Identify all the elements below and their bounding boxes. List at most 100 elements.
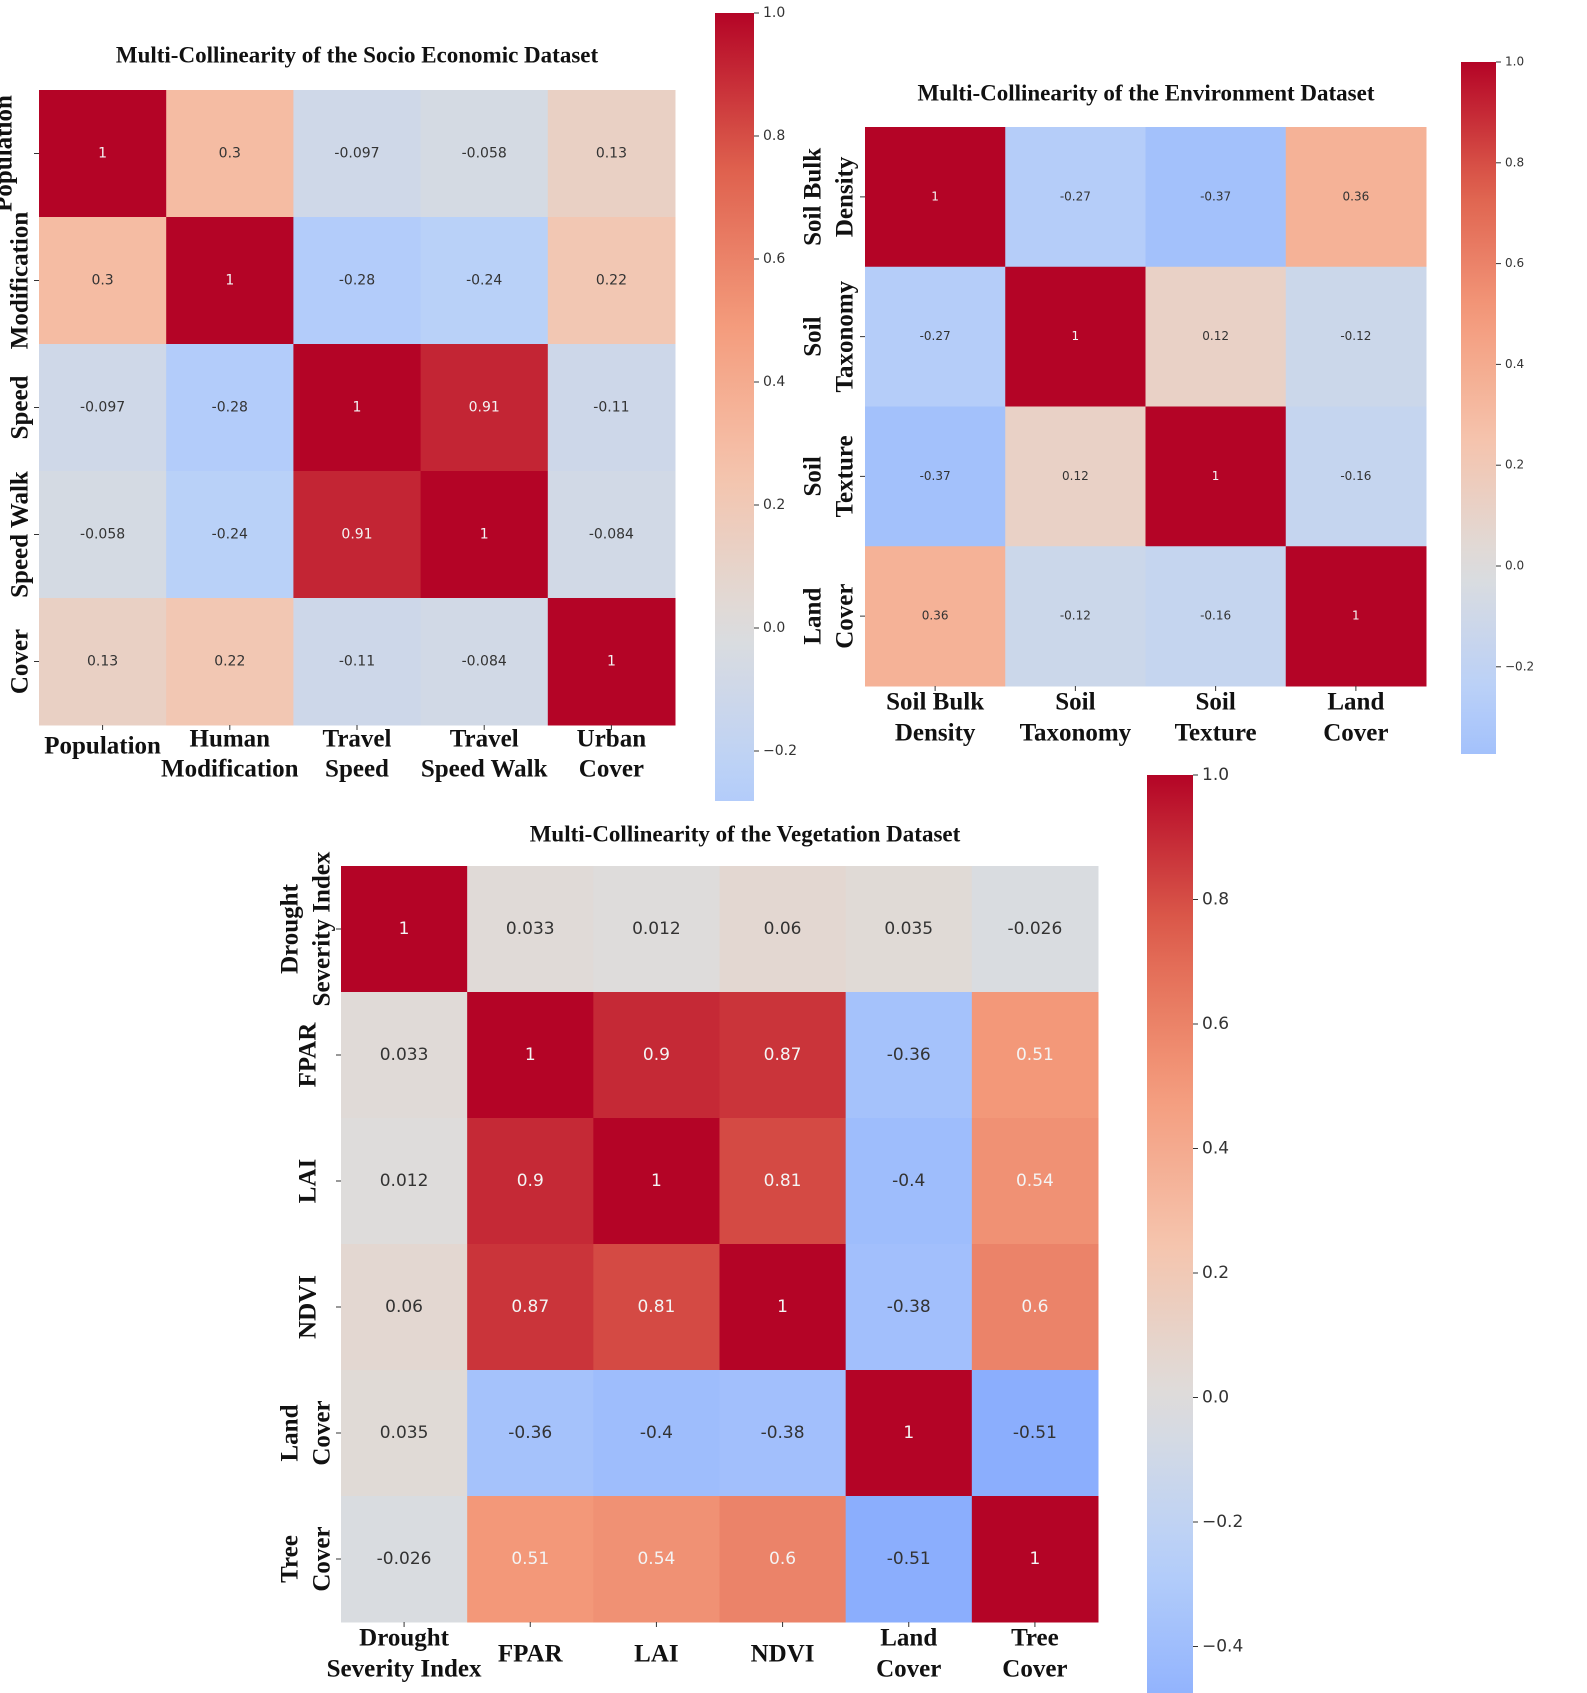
- cell-label: -0.36: [508, 1423, 552, 1443]
- y-tick-label: Cover: [309, 1400, 336, 1465]
- heatmap-cell: [1005, 266, 1146, 407]
- cell-label: -0.12: [1060, 609, 1091, 623]
- cell-label: 0.87: [511, 1297, 549, 1317]
- heatmap-cell: [467, 992, 594, 1119]
- heatmap-cell: [593, 1244, 720, 1371]
- cell-label: -0.24: [212, 527, 248, 543]
- cell-label: -0.097: [80, 400, 125, 416]
- heatmap-cell: [593, 992, 720, 1119]
- heatmap-cell: [865, 406, 1006, 547]
- y-tick-label: FPAR: [295, 1022, 322, 1088]
- cell-label: 0.012: [632, 919, 681, 939]
- heatmap-cell: [1005, 127, 1146, 268]
- colorbar-tick-label: 0.4: [763, 374, 785, 390]
- heatmap-cell: [1285, 546, 1427, 687]
- x-tick-label: Population: [44, 733, 161, 760]
- colorbar-tick-label: 0.6: [1505, 256, 1524, 270]
- cell-label: 0.9: [643, 1045, 670, 1065]
- heatmap-cell: [719, 866, 847, 993]
- cell-label: 0.3: [91, 273, 113, 289]
- x-tick-label: Speed: [325, 756, 389, 783]
- cell-label: 0.13: [596, 146, 627, 162]
- cell-label: 0.22: [596, 273, 627, 289]
- heatmap-cell: [467, 1118, 594, 1245]
- y-tick-label: Speed: [7, 375, 34, 439]
- cell-label: 0.06: [764, 919, 802, 939]
- x-tick-label: Land: [1327, 689, 1384, 716]
- heatmap-cell: [341, 992, 468, 1119]
- heatmap-cell: [166, 217, 294, 345]
- colorbar-tick-label: 0.0: [1202, 1388, 1229, 1408]
- x-tick-label: LAI: [634, 1641, 678, 1668]
- chart-title: Multi-Collinearity of the Vegetation Dat…: [530, 821, 961, 846]
- colorbar-tick-label: 0.6: [1202, 1014, 1229, 1034]
- y-tick-label: Density: [832, 156, 859, 237]
- heatmap-cell: [166, 344, 294, 472]
- y-tick-label: Speed Walk: [7, 471, 34, 598]
- cell-label: 0.51: [511, 1549, 549, 1569]
- cell-label: -0.36: [887, 1045, 931, 1065]
- heatmap-cell: [420, 344, 549, 472]
- heatmap-cell: [865, 546, 1006, 687]
- heatmap-cell: [1005, 406, 1146, 547]
- cell-label: -0.37: [1200, 189, 1231, 203]
- cell-label: 1: [777, 1297, 788, 1317]
- heatmap-cell: [293, 217, 422, 345]
- heatmap-vegetation: Multi-Collinearity of the Vegetation Dat…: [277, 765, 1243, 1693]
- cell-label: 1: [225, 273, 234, 289]
- heatmap-cell: [341, 1496, 468, 1623]
- heatmap-cell: [1145, 266, 1287, 407]
- heatmap-cell: [467, 1370, 594, 1497]
- colorbar-tick-label: 1.0: [1202, 765, 1229, 785]
- cell-label: -0.28: [339, 273, 375, 289]
- cell-label: 1: [903, 1423, 914, 1443]
- cell-label: -0.38: [761, 1423, 805, 1443]
- x-tick-label: Cover: [579, 756, 644, 783]
- y-tick-label: Severity Index: [309, 851, 336, 1006]
- y-tick-label: Taxonomy: [832, 280, 859, 392]
- cell-label: 1: [399, 919, 410, 939]
- cell-label: 0.51: [1016, 1045, 1054, 1065]
- heatmap-cell: [845, 1370, 973, 1497]
- y-tick-label: Cover: [7, 629, 34, 694]
- heatmap-cell: [39, 598, 167, 726]
- x-tick-label: Travel: [323, 726, 392, 753]
- heatmap-cell: [971, 1118, 1099, 1245]
- x-tick-label: Drought: [359, 1625, 450, 1652]
- heatmap-cell: [971, 866, 1099, 993]
- heatmap-cell: [467, 866, 594, 993]
- x-tick-label: Density: [895, 720, 976, 747]
- x-tick-label: Soil: [1055, 689, 1095, 716]
- colorbar: [715, 13, 754, 801]
- heatmap-cell: [1005, 546, 1146, 687]
- heatmap-cell: [341, 1118, 468, 1245]
- cell-label: 0.035: [884, 919, 933, 939]
- cell-label: -0.084: [589, 527, 634, 543]
- heatmap-cell: [293, 598, 422, 726]
- cell-label: 1: [1212, 469, 1220, 483]
- heatmap-cell: [719, 1244, 847, 1371]
- heatmap-cell: [719, 1118, 847, 1245]
- colorbar: [1461, 62, 1496, 754]
- heatmap-cell: [420, 217, 549, 345]
- cell-label: -0.37: [920, 469, 951, 483]
- x-tick-label: Cover: [1323, 720, 1388, 747]
- cell-label: -0.026: [377, 1549, 432, 1569]
- y-tick-label: Land: [800, 588, 827, 645]
- cell-label: 0.22: [214, 654, 245, 670]
- cell-label: 0.81: [764, 1171, 802, 1191]
- heatmap-cell: [1145, 546, 1287, 687]
- heatmap-cell: [547, 217, 676, 345]
- colorbar-tick-label: 1.0: [1505, 55, 1524, 69]
- heatmap-cell: [293, 90, 422, 218]
- heatmap-cell: [293, 344, 422, 472]
- heatmap-cell: [971, 1244, 1099, 1371]
- colorbar-tick-label: 0.2: [763, 497, 785, 513]
- x-tick-label: Cover: [1002, 1656, 1067, 1683]
- heatmap-cell: [547, 344, 676, 472]
- y-tick-label: LAI: [295, 1159, 322, 1203]
- heatmap-cell: [166, 471, 294, 599]
- colorbar-tick-label: 1.0: [763, 5, 785, 21]
- cell-label: 1: [480, 527, 489, 543]
